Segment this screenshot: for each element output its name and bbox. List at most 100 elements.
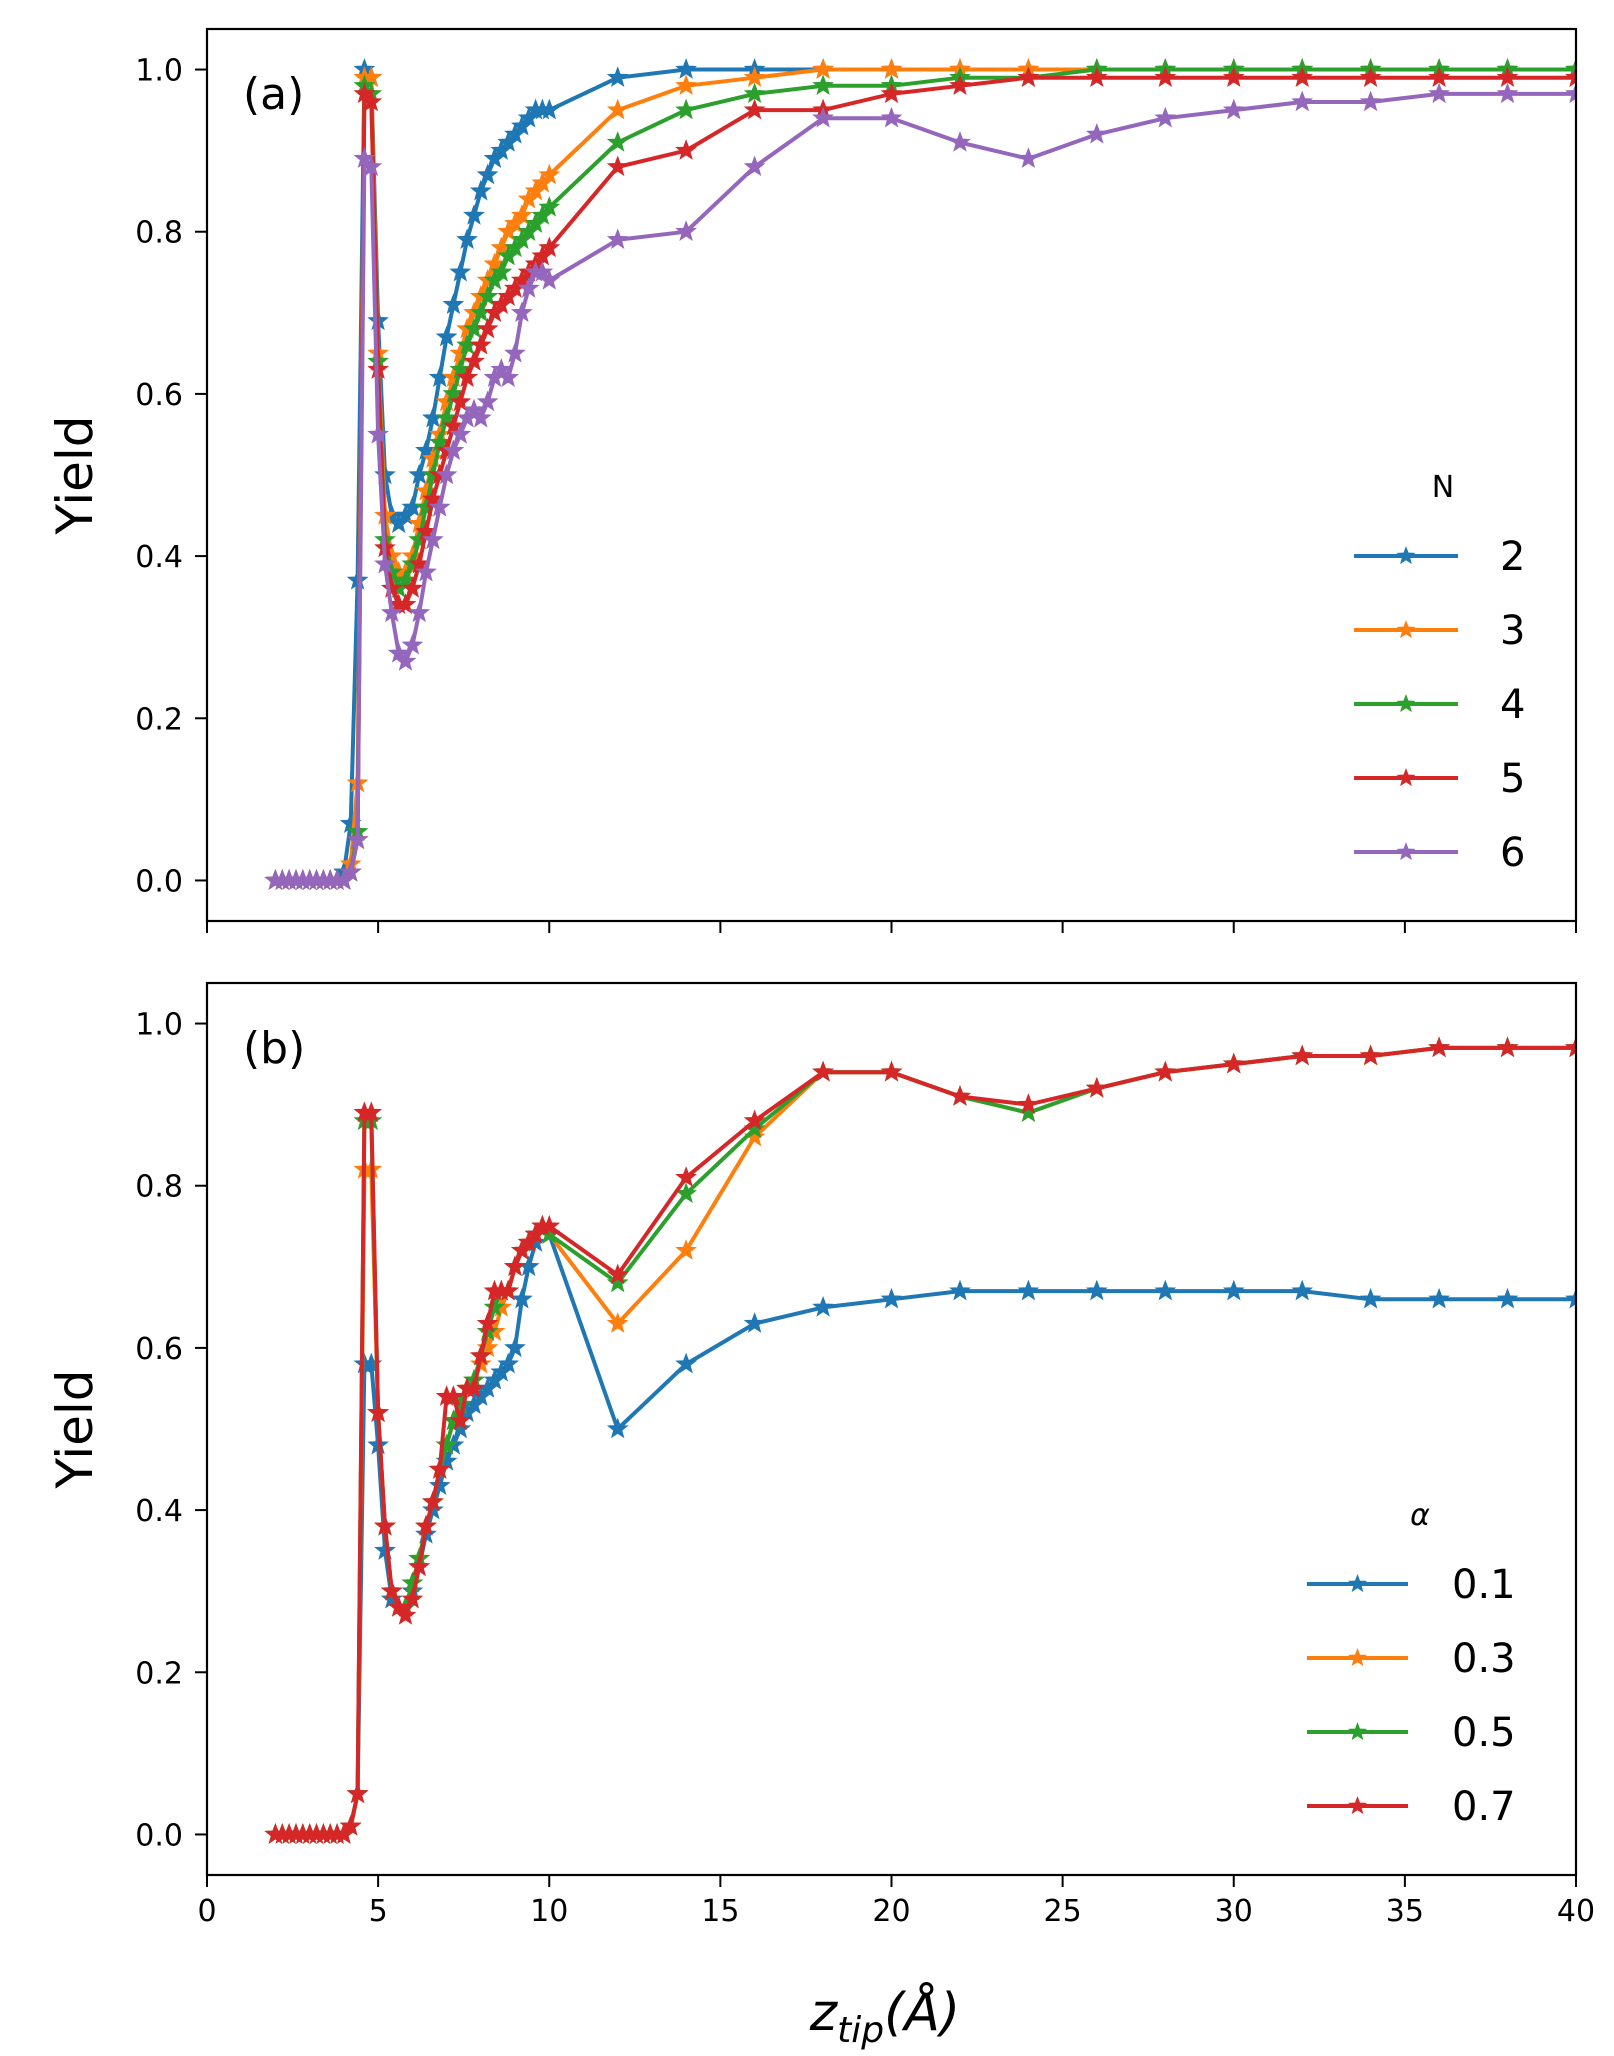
data-point	[1154, 1279, 1177, 1301]
data-point	[606, 155, 629, 177]
y-tick-label: 0.6	[135, 378, 183, 413]
data-point	[435, 1433, 458, 1455]
data-point	[339, 1814, 362, 1836]
data-point	[380, 601, 403, 623]
data-point	[675, 139, 697, 160]
x-tick-label: 15	[701, 1894, 739, 1929]
data-point	[469, 406, 492, 428]
data-point	[1017, 1101, 1040, 1122]
panel-a: 0.0 0.2 0.4 0.6 0.8 1.0 (a) Yield N 2 3 4 5 6	[46, 27, 1578, 933]
data-point	[1291, 1044, 1314, 1066]
panel-b: 0 5 10 15 20 25 30 35 40 0.0 0.2 0.4 0.6 0.8 1.0 (b) Y…	[46, 981, 1595, 1929]
data-point	[1359, 1287, 1382, 1309]
data-point	[483, 1295, 506, 1317]
y-tick-label: 0.2	[135, 1656, 183, 1691]
x-tick-label: 25	[1044, 1894, 1082, 1929]
data-point	[415, 520, 437, 542]
data-point	[1428, 1036, 1450, 1058]
data-point	[442, 293, 465, 314]
data-point	[476, 163, 499, 185]
data-point	[1222, 1279, 1245, 1301]
legend-entry: 2	[1354, 534, 1525, 580]
data-point	[1154, 66, 1177, 87]
data-point	[675, 98, 697, 120]
data-point	[476, 285, 499, 306]
x-tick-label: 5	[369, 1894, 388, 1929]
data-point	[469, 179, 492, 201]
data-point	[380, 1579, 403, 1601]
data-point	[490, 260, 513, 282]
y-tick-label: 0.4	[135, 540, 183, 575]
data-point	[428, 1474, 451, 1496]
legend-entry: 0.3	[1307, 1636, 1516, 1682]
data-point	[949, 74, 971, 96]
panel-a-ylabel: Yield	[46, 415, 104, 535]
data-point	[880, 1287, 903, 1309]
data-point	[353, 82, 376, 104]
data-point	[401, 577, 424, 598]
data-point	[339, 860, 362, 882]
data-point	[360, 90, 383, 112]
data-point	[463, 398, 485, 420]
data-point	[476, 317, 499, 339]
data-point	[504, 341, 526, 363]
legend-entry: 0.1	[1307, 1562, 1516, 1608]
series-6	[264, 82, 1576, 890]
data-point	[1565, 1036, 1576, 1058]
data-point	[1222, 1052, 1245, 1074]
data-point	[422, 528, 444, 550]
panel-b-ticks: 0 5 10 15 20 25 30 35 40 0.0 0.2 0.4 0.6 0.8 1.0	[135, 1008, 1595, 1929]
data-point	[1428, 82, 1450, 104]
data-point	[449, 390, 472, 412]
data-point	[606, 1312, 629, 1333]
data-point	[1085, 1279, 1108, 1301]
data-point	[428, 431, 451, 452]
data-point	[463, 204, 485, 225]
legend-label: 0.1	[1452, 1562, 1516, 1608]
panel-b-series	[264, 1036, 1576, 1844]
data-point	[387, 641, 410, 663]
data-point	[538, 1214, 561, 1236]
data-point	[401, 1587, 424, 1609]
data-point	[743, 1109, 766, 1131]
legend-marker	[1396, 842, 1416, 861]
legend-label: 5	[1500, 756, 1525, 802]
y-tick-label: 0.0	[135, 1818, 183, 1853]
legend-entry: 5	[1354, 756, 1525, 802]
data-point	[456, 228, 478, 250]
data-point	[511, 301, 533, 323]
data-point	[511, 1287, 533, 1309]
data-point	[353, 147, 376, 168]
data-point	[606, 98, 629, 120]
data-point	[1359, 1044, 1382, 1066]
panel-b-ylabel: Yield	[46, 1369, 104, 1489]
panel-b-label: (b)	[243, 1023, 305, 1074]
data-point	[949, 1279, 971, 1301]
x-tick-label: 35	[1386, 1894, 1424, 1929]
data-point	[360, 1101, 383, 1122]
legend-entry: 3	[1354, 608, 1525, 654]
data-point	[812, 106, 834, 128]
y-tick-label: 1.0	[135, 1008, 183, 1043]
data-point	[1085, 1076, 1108, 1098]
data-point	[449, 423, 472, 444]
data-point	[1496, 1036, 1519, 1058]
legend-marker	[1396, 546, 1416, 565]
data-point	[380, 577, 403, 598]
data-point	[428, 1458, 451, 1479]
data-point	[456, 366, 478, 387]
legend-marker	[1396, 620, 1416, 639]
data-point	[449, 358, 472, 379]
data-point	[1291, 90, 1314, 112]
legend-label: 2	[1500, 534, 1525, 580]
legend-entry: 0.7	[1307, 1784, 1516, 1830]
data-point	[394, 593, 417, 614]
data-point	[538, 195, 561, 217]
data-point	[675, 1239, 697, 1260]
y-tick-label: 0.6	[135, 1332, 183, 1367]
data-point	[408, 601, 431, 623]
data-point	[374, 552, 396, 574]
y-tick-label: 0.2	[135, 702, 183, 737]
data-point	[394, 568, 417, 590]
panel-a-label: (a)	[243, 69, 304, 120]
